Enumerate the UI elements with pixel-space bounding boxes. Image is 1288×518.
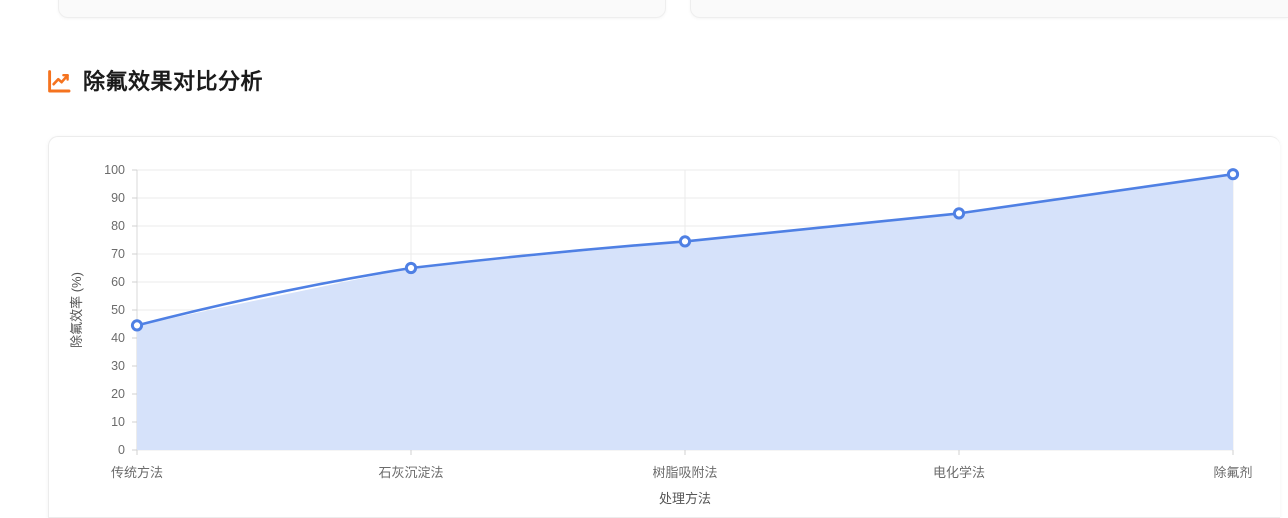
data-point[interactable] [130, 319, 144, 332]
panel-card-right [690, 0, 1288, 18]
y-tick-label: 80 [111, 219, 125, 233]
data-point-markers[interactable] [130, 168, 1240, 332]
x-axis-tick-labels: 传统方法 石灰沉淀法 树脂吸附法 电化学法 除氟剂 [111, 465, 1253, 480]
x-axis-title: 处理方法 [659, 491, 711, 506]
y-tick-label: 90 [111, 191, 125, 205]
y-tick-label: 70 [111, 247, 125, 261]
chart-line-icon [46, 69, 72, 95]
y-tick-label: 60 [111, 275, 125, 289]
page-title: 除氟效果对比分析 [83, 69, 264, 94]
y-tick-label: 50 [111, 303, 125, 317]
y-tick-label: 30 [111, 359, 125, 373]
y-axis-title: 除氟效率 (%) [69, 272, 84, 348]
data-point[interactable] [678, 235, 692, 248]
y-tick-label: 10 [111, 415, 125, 429]
x-tick-label: 石灰沉淀法 [378, 465, 443, 480]
y-tick-label: 100 [104, 163, 125, 177]
x-tick-label: 除氟剂 [1213, 465, 1252, 480]
data-point[interactable] [952, 207, 966, 220]
y-axis-tick-labels: 100 90 80 70 60 50 40 30 20 10 0 [104, 163, 125, 457]
y-tick-label: 20 [111, 387, 125, 401]
x-tick-label: 树脂吸附法 [652, 465, 717, 480]
x-tick-label: 电化学法 [933, 465, 985, 480]
area-fill [137, 174, 1233, 450]
section-header: 除氟效果对比分析 [46, 69, 263, 95]
chart-card: 100 90 80 70 60 50 40 30 20 10 0 除氟效率 (%… [48, 136, 1280, 518]
defluoridation-efficiency-chart: 100 90 80 70 60 50 40 30 20 10 0 除氟效率 (%… [69, 163, 1253, 506]
data-point[interactable] [1226, 168, 1240, 181]
x-axis-ticks [136, 450, 1234, 455]
panel-card-left [58, 0, 666, 18]
x-tick-label: 传统方法 [111, 465, 163, 480]
y-tick-label: 0 [118, 443, 125, 457]
y-tick-label: 40 [111, 331, 125, 345]
data-point[interactable] [404, 261, 418, 275]
y-axis-ticks [132, 169, 137, 451]
